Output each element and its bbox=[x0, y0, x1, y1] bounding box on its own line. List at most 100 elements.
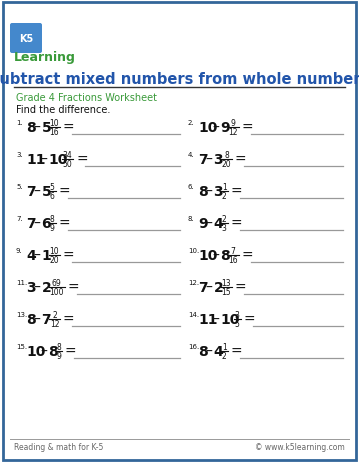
Text: 3: 3 bbox=[235, 310, 240, 319]
Text: 2: 2 bbox=[222, 351, 227, 360]
Text: 5: 5 bbox=[50, 182, 55, 192]
Text: 10: 10 bbox=[198, 249, 218, 263]
Text: 9: 9 bbox=[50, 224, 55, 232]
Text: 12.: 12. bbox=[188, 279, 199, 285]
Text: =: = bbox=[63, 313, 75, 326]
Text: 2: 2 bbox=[42, 281, 51, 294]
Text: 8: 8 bbox=[198, 185, 208, 199]
Text: 5.: 5. bbox=[16, 184, 23, 189]
Text: Subtract mixed numbers from whole numbers: Subtract mixed numbers from whole number… bbox=[0, 72, 359, 88]
Text: 4.: 4. bbox=[188, 152, 195, 158]
Text: 8: 8 bbox=[26, 121, 36, 135]
Text: 10: 10 bbox=[26, 344, 45, 358]
Text: 15.: 15. bbox=[16, 343, 27, 349]
Text: =: = bbox=[230, 344, 242, 358]
Text: 8: 8 bbox=[220, 249, 230, 263]
Text: 50: 50 bbox=[62, 160, 73, 169]
Text: 10: 10 bbox=[50, 119, 59, 128]
Text: =: = bbox=[235, 153, 247, 167]
Text: 4: 4 bbox=[214, 344, 223, 358]
Text: 14.: 14. bbox=[188, 311, 199, 317]
Text: 7: 7 bbox=[42, 313, 51, 326]
Text: 3: 3 bbox=[222, 224, 227, 232]
Text: 8: 8 bbox=[56, 342, 61, 351]
Text: 4: 4 bbox=[214, 217, 223, 231]
Text: © www.k5learning.com: © www.k5learning.com bbox=[255, 443, 345, 451]
Text: K5: K5 bbox=[19, 34, 33, 44]
Text: 13: 13 bbox=[222, 278, 231, 288]
Text: 11: 11 bbox=[198, 313, 218, 326]
Text: 20: 20 bbox=[50, 256, 59, 264]
Text: 2.: 2. bbox=[188, 120, 195, 126]
Text: 7: 7 bbox=[198, 281, 208, 294]
Text: 10: 10 bbox=[220, 313, 239, 326]
Text: 69: 69 bbox=[52, 278, 62, 288]
Text: 2: 2 bbox=[52, 310, 57, 319]
Text: 1: 1 bbox=[222, 342, 227, 351]
Text: =: = bbox=[242, 249, 253, 263]
Text: 9.: 9. bbox=[16, 247, 23, 253]
Text: Find the difference.: Find the difference. bbox=[16, 105, 110, 115]
Text: 4: 4 bbox=[26, 249, 36, 263]
Text: 3.: 3. bbox=[16, 152, 23, 158]
Text: –: – bbox=[205, 281, 213, 294]
Text: 8: 8 bbox=[198, 344, 208, 358]
Text: 11: 11 bbox=[26, 153, 46, 167]
Text: 7.: 7. bbox=[16, 216, 23, 221]
Text: =: = bbox=[242, 121, 253, 135]
Text: –: – bbox=[212, 121, 219, 135]
FancyBboxPatch shape bbox=[10, 24, 42, 54]
Text: 7: 7 bbox=[26, 185, 36, 199]
Text: =: = bbox=[67, 281, 79, 294]
Text: =: = bbox=[59, 185, 70, 199]
Text: –: – bbox=[212, 313, 219, 326]
Text: 2: 2 bbox=[222, 214, 227, 224]
Text: 15: 15 bbox=[222, 288, 231, 296]
Text: 34: 34 bbox=[62, 150, 73, 160]
Text: –: – bbox=[205, 153, 213, 167]
Text: 3: 3 bbox=[214, 153, 223, 167]
Text: –: – bbox=[205, 344, 213, 358]
Text: 1: 1 bbox=[222, 182, 227, 192]
Text: 3: 3 bbox=[26, 281, 36, 294]
Text: 8: 8 bbox=[50, 214, 55, 224]
Text: –: – bbox=[40, 344, 47, 358]
Text: 2: 2 bbox=[222, 192, 227, 200]
Text: 8: 8 bbox=[26, 313, 36, 326]
Text: 5: 5 bbox=[235, 319, 240, 328]
Text: 10.: 10. bbox=[188, 247, 199, 253]
Text: 8: 8 bbox=[224, 150, 229, 160]
Text: 10: 10 bbox=[48, 153, 67, 167]
Text: –: – bbox=[40, 153, 47, 167]
Text: 16: 16 bbox=[50, 128, 59, 137]
Text: 13.: 13. bbox=[16, 311, 27, 317]
Text: 16: 16 bbox=[228, 256, 238, 264]
Text: Grade 4 Fractions Worksheet: Grade 4 Fractions Worksheet bbox=[16, 93, 157, 103]
Text: –: – bbox=[33, 185, 40, 199]
Text: 20: 20 bbox=[222, 160, 231, 169]
Text: =: = bbox=[230, 185, 242, 199]
Text: 9: 9 bbox=[220, 121, 230, 135]
Text: =: = bbox=[65, 344, 76, 358]
Text: 3: 3 bbox=[214, 185, 223, 199]
Text: 9: 9 bbox=[198, 217, 208, 231]
Text: 11.: 11. bbox=[16, 279, 27, 285]
Text: =: = bbox=[230, 217, 242, 231]
Text: 12: 12 bbox=[50, 319, 59, 328]
Text: 5: 5 bbox=[42, 121, 51, 135]
Text: Reading & math for K-5: Reading & math for K-5 bbox=[14, 443, 103, 451]
Text: 2: 2 bbox=[214, 281, 223, 294]
Text: 5: 5 bbox=[42, 185, 51, 199]
Text: 6.: 6. bbox=[188, 184, 195, 189]
Text: 6: 6 bbox=[50, 192, 55, 200]
Text: –: – bbox=[212, 249, 219, 263]
Text: =: = bbox=[235, 281, 247, 294]
Text: 1: 1 bbox=[42, 249, 51, 263]
Text: –: – bbox=[33, 121, 40, 135]
Text: 9: 9 bbox=[56, 351, 61, 360]
Text: =: = bbox=[243, 313, 255, 326]
Text: 9: 9 bbox=[230, 119, 236, 128]
Text: 7: 7 bbox=[26, 217, 36, 231]
Text: 1.: 1. bbox=[16, 120, 23, 126]
Text: 12: 12 bbox=[228, 128, 238, 137]
